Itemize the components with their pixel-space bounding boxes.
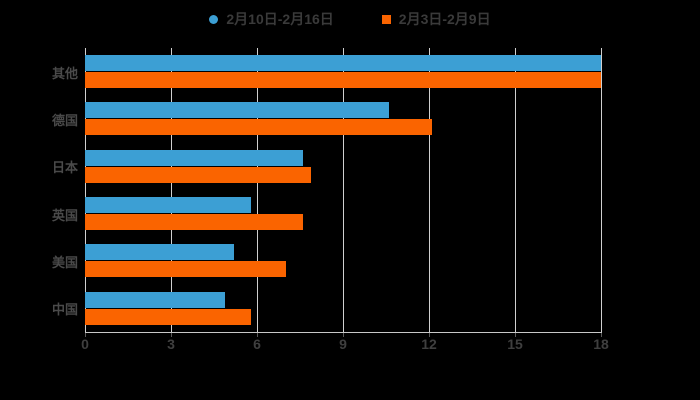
bar-group [85,285,601,332]
bar-group [85,190,601,237]
x-tick-label-15: 15 [507,336,523,352]
x-tick-mark-9 [343,333,344,337]
bar-日本-series-1[interactable] [85,166,312,183]
y-axis-label-美国: 美国 [51,255,78,270]
bar-其他-series-0[interactable] [85,55,601,71]
bar-group [85,237,601,284]
legend-label-series-1: 2月3日-2月9日 [398,11,491,27]
bar-英国-series-0[interactable] [85,197,252,213]
x-tick-mark-15 [515,333,516,337]
x-tick-label-0: 0 [81,336,89,352]
y-axis-label-中国: 中国 [51,302,78,318]
bar-其他-series-1[interactable] [85,72,601,88]
legend-marker-square-icon [381,14,391,24]
plot-area [85,48,602,332]
bar-group [85,48,601,95]
legend-label-series-0: 2月10日-2月16日 [226,11,334,27]
bar-group [85,143,601,190]
legend-item-series-0[interactable]: 2月10日-2月16日 [209,9,334,29]
bar-德国-series-1[interactable] [85,119,432,136]
x-tick-label-18: 18 [593,336,609,352]
y-axis-label-德国: 德国 [51,113,78,128]
x-tick-mark-6 [257,333,258,337]
x-tick-mark-12 [429,333,430,337]
x-tick-mark-0 [85,333,86,337]
gridline-18 [601,48,602,332]
gridline-15 [515,48,516,332]
x-tick-label-3: 3 [167,336,175,352]
bar-日本-series-0[interactable] [85,149,303,166]
x-axis-line [85,332,602,333]
x-tick-label-6: 6 [253,336,261,352]
bar-德国-series-0[interactable] [85,102,389,119]
y-axis-label-其他: 其他 [51,65,78,81]
x-tick-label-9: 9 [339,336,347,352]
gridline-0 [85,48,86,332]
gridline-9 [343,48,344,332]
legend-item-series-1[interactable]: 2月3日-2月9日 [381,9,491,29]
bar-中国-series-0[interactable] [85,291,226,308]
gridline-6 [257,48,258,332]
x-tick-mark-18 [601,333,602,337]
bar-group [85,95,601,142]
x-tick-label-12: 12 [421,336,437,352]
bar-英国-series-1[interactable] [85,214,303,230]
bar-美国-series-1[interactable] [85,261,286,278]
chart-legend: 2月10日-2月16日 2月3日-2月9日 [0,6,700,32]
x-tick-mark-3 [171,333,172,337]
gridline-12 [429,48,430,332]
legend-marker-circle-icon [209,14,219,24]
bar-美国-series-0[interactable] [85,244,235,261]
y-axis-label-英国: 英国 [51,207,78,223]
gridline-3 [171,48,172,332]
y-axis-label-日本: 日本 [51,160,78,176]
bar-中国-series-1[interactable] [85,308,252,325]
